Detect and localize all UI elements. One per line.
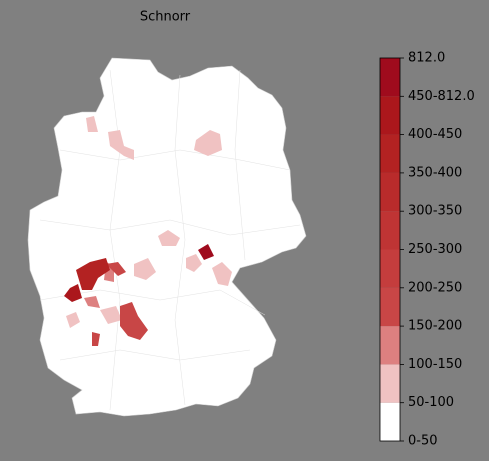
district xyxy=(186,254,202,272)
colorbar-segment xyxy=(380,402,400,441)
colorbar-label: 812.0 xyxy=(408,51,445,66)
district xyxy=(64,284,82,302)
district xyxy=(158,230,180,246)
map-title: Schnorr xyxy=(140,10,191,25)
district xyxy=(120,302,148,340)
colorbar-segment xyxy=(380,211,400,250)
colorbar-label: 400-450 xyxy=(408,127,462,142)
colorbar-segment xyxy=(380,58,400,97)
district xyxy=(108,130,134,160)
colorbar-segment xyxy=(380,326,400,365)
germany-map xyxy=(27,57,307,417)
colorbar-label: 450-812.0 xyxy=(408,89,475,104)
district xyxy=(76,258,110,290)
district xyxy=(100,306,122,324)
district xyxy=(134,258,156,280)
colorbar-label: 150-200 xyxy=(408,319,462,334)
colorbar-segment xyxy=(380,172,400,212)
colorbar-label: 300-350 xyxy=(408,204,462,219)
colorbar-segment xyxy=(380,249,400,288)
colorbar-label: 0-50 xyxy=(408,434,438,449)
colorbar-label: 250-300 xyxy=(408,242,462,257)
district-lines xyxy=(39,69,301,411)
district xyxy=(194,130,222,156)
district xyxy=(86,116,98,132)
highlighted-districts xyxy=(64,116,232,346)
district xyxy=(84,296,100,308)
district xyxy=(212,262,232,286)
colorbar-label: 50-100 xyxy=(408,395,454,410)
colorbar-segment xyxy=(380,364,400,403)
colorbar-segment xyxy=(380,134,400,173)
colorbar-label: 200-250 xyxy=(408,280,462,295)
district xyxy=(198,244,214,260)
colorbar-segment xyxy=(380,287,400,327)
colorbar-label: 100-150 xyxy=(408,357,462,372)
colorbar-segment xyxy=(380,96,400,135)
district xyxy=(106,262,126,276)
district xyxy=(66,312,80,328)
colorbar-label: 350-400 xyxy=(408,165,462,180)
district xyxy=(92,332,100,346)
